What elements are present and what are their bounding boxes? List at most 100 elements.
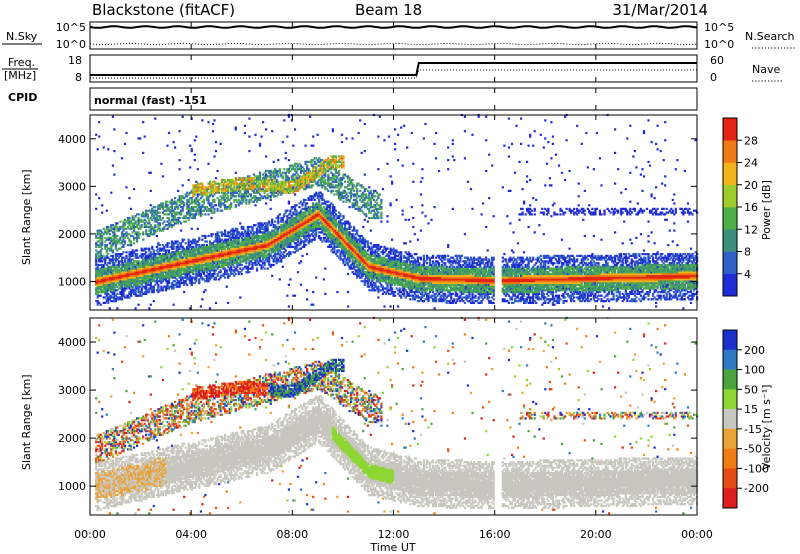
power-cell — [301, 240, 304, 243]
power-cell — [148, 276, 151, 279]
power-cell — [322, 222, 325, 225]
power-cell — [213, 260, 216, 263]
power-cell — [146, 269, 149, 272]
power-cell — [274, 168, 277, 171]
power-cell — [304, 207, 307, 211]
power-cell — [303, 231, 306, 234]
power-cell — [110, 245, 113, 249]
power-cell — [324, 267, 327, 270]
power-cell — [265, 254, 268, 258]
power-cell — [245, 240, 248, 243]
power-cell — [227, 274, 230, 277]
power-cell — [116, 254, 119, 258]
power-cell — [243, 189, 246, 193]
power-cell — [301, 216, 304, 220]
power-cell — [161, 222, 164, 225]
power-cell — [271, 245, 274, 249]
power-cell — [303, 207, 306, 211]
power-cell — [178, 245, 181, 249]
power-cell — [155, 209, 158, 212]
power-cell — [208, 278, 212, 281]
power-cell — [199, 251, 202, 254]
power-cell — [108, 289, 111, 292]
power-cell — [309, 218, 312, 221]
power-cell — [170, 251, 174, 254]
power-cell — [119, 276, 122, 279]
power-cell — [158, 278, 161, 281]
power-cell — [255, 238, 259, 241]
power-cell — [122, 283, 125, 286]
power-cell — [310, 220, 313, 223]
power-cell — [321, 180, 324, 183]
power-cell — [312, 206, 315, 209]
power-cell — [280, 247, 283, 250]
power-cell — [158, 271, 161, 274]
power-cell — [192, 238, 195, 241]
power-cell — [299, 213, 303, 216]
power-cell — [309, 215, 312, 218]
power-cell — [227, 262, 230, 265]
power-cell — [157, 271, 160, 274]
power-cell — [272, 171, 275, 174]
power-cell — [228, 206, 231, 209]
power-cell — [157, 291, 160, 294]
power-cell — [145, 229, 148, 232]
power-cell — [224, 207, 227, 211]
power-cell — [233, 258, 236, 261]
power-cell — [263, 251, 266, 254]
power-cell — [122, 224, 125, 227]
power-cell — [322, 225, 325, 229]
power-cell — [157, 289, 160, 292]
power-cell — [242, 242, 245, 245]
power-cell — [169, 200, 172, 203]
power-cell — [195, 206, 198, 209]
power-cell — [292, 189, 295, 193]
power-cell — [303, 184, 306, 187]
power-cell — [111, 258, 114, 261]
power-cell — [146, 258, 149, 261]
power-cell — [290, 184, 293, 187]
power-cell — [155, 272, 158, 276]
power-cell — [211, 274, 215, 277]
power-cell — [319, 227, 322, 230]
power-cell — [271, 220, 274, 223]
power-cell — [243, 131, 246, 135]
power-cell — [155, 269, 158, 272]
power-cell — [151, 272, 154, 276]
power-cell — [249, 225, 252, 229]
power-cell — [183, 263, 186, 267]
power-cell — [133, 274, 136, 277]
power-cell — [245, 256, 248, 259]
power-cell — [163, 285, 166, 288]
power-cell — [299, 220, 303, 223]
power-cell — [327, 240, 330, 243]
power-cell — [330, 238, 333, 241]
power-cell — [231, 240, 234, 243]
power-cell — [272, 242, 275, 245]
power-cell — [172, 202, 175, 205]
power-cell — [237, 188, 240, 191]
power-cell — [149, 231, 152, 234]
power-cell — [205, 193, 208, 196]
power-cell — [284, 177, 287, 180]
power-cell — [275, 225, 278, 229]
power-cell — [160, 202, 163, 205]
power-cell — [202, 267, 205, 270]
power-cell — [231, 269, 234, 272]
power-cell — [152, 265, 155, 268]
power-cell — [263, 244, 266, 247]
power-cell — [164, 269, 168, 272]
power-cell — [286, 186, 289, 189]
power-cell — [322, 220, 325, 223]
power-cell — [306, 166, 309, 169]
power-cell — [318, 213, 321, 216]
power-cell — [283, 119, 286, 122]
power-cell — [281, 182, 284, 185]
power-cell — [134, 278, 137, 281]
power-cell — [211, 184, 215, 187]
power-cell — [224, 191, 227, 194]
power-cell — [110, 283, 113, 286]
power-cell — [181, 267, 184, 270]
power-cell — [249, 240, 252, 243]
power-cell — [290, 225, 293, 229]
